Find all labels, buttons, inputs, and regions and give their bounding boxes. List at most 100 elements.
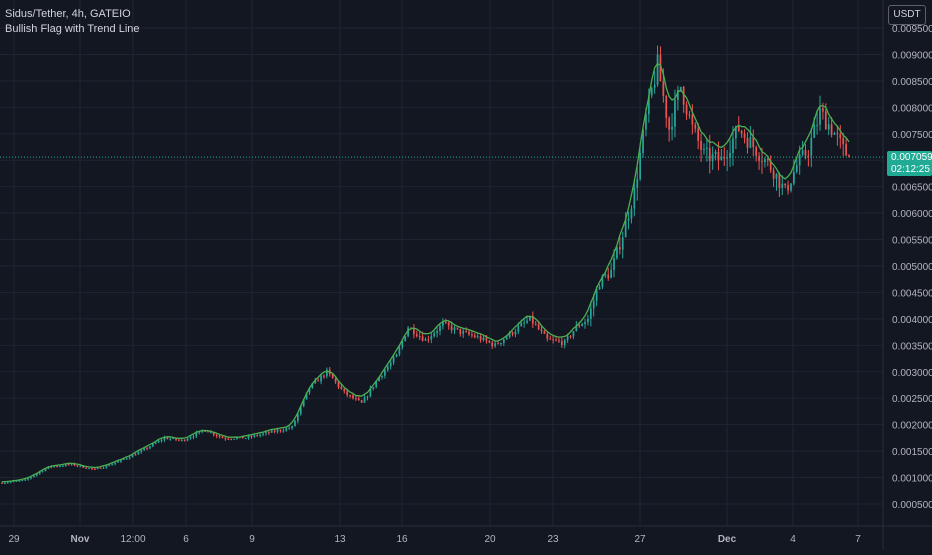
candle-body <box>44 468 47 472</box>
candle-body <box>827 124 830 130</box>
candle-body <box>772 170 775 179</box>
candle-body <box>421 336 424 341</box>
candle-body <box>212 432 215 435</box>
candle-body <box>433 333 436 337</box>
candle-body <box>526 320 528 323</box>
candle-body <box>192 436 195 438</box>
candle-body <box>839 134 842 139</box>
x-tick-label: 4 <box>790 534 796 545</box>
candle-body <box>581 323 584 327</box>
candle-body <box>587 318 589 323</box>
candle-body <box>73 463 76 466</box>
candle-body <box>633 187 636 209</box>
x-tick-label: 23 <box>547 534 559 545</box>
candle-body <box>24 479 27 481</box>
candle-body <box>363 397 366 403</box>
y-tick-label: 0.008000 <box>892 103 932 114</box>
candle-body <box>795 165 798 172</box>
candle-body <box>836 133 839 135</box>
trend-line <box>1 62 850 483</box>
candle-body <box>500 342 502 344</box>
candle-body <box>195 432 198 437</box>
candle-body <box>778 173 781 188</box>
candle-body <box>395 354 398 358</box>
candle-body <box>250 436 253 438</box>
candle-body <box>233 438 235 440</box>
candle-body <box>740 130 743 134</box>
candle-body <box>381 375 383 378</box>
candle-body <box>166 437 169 440</box>
candle-body <box>842 138 845 144</box>
candle-body <box>824 111 827 130</box>
candle-body <box>15 480 18 482</box>
y-tick-label: 0.005000 <box>892 262 932 273</box>
y-tick-label: 0.004500 <box>892 288 932 299</box>
candle-body <box>279 429 282 431</box>
candle-body <box>259 434 262 436</box>
candle-body <box>79 465 82 467</box>
candle-body <box>775 173 778 179</box>
candle-body <box>218 435 221 437</box>
candle-body <box>497 343 499 345</box>
candle-body <box>694 124 697 129</box>
candle-body <box>360 400 363 403</box>
candle-body <box>93 468 96 470</box>
candle-body <box>476 336 479 338</box>
candle-body <box>111 463 114 466</box>
candle-body <box>352 395 354 399</box>
candle-body <box>552 339 555 341</box>
candle-body <box>91 468 93 470</box>
currency-button[interactable]: USDT <box>888 5 926 25</box>
candle-body <box>369 388 372 397</box>
candle-body <box>314 380 317 384</box>
candle-body <box>285 428 288 431</box>
candle-body <box>244 438 247 440</box>
candle-body <box>131 454 134 458</box>
candle-body <box>256 435 259 437</box>
candle-body <box>453 327 456 331</box>
y-tick-label: 0.007500 <box>892 130 932 141</box>
candle-body <box>114 462 116 464</box>
candle-body <box>9 481 12 483</box>
candle-body <box>183 439 186 441</box>
candle-body <box>517 326 520 332</box>
candle-body <box>372 387 375 389</box>
candle-body <box>494 343 496 347</box>
candle-body <box>317 380 320 382</box>
bar-countdown: 02:12:25 <box>891 164 930 175</box>
x-tick-label: 20 <box>484 534 496 545</box>
y-tick-label: 0.006000 <box>892 209 932 220</box>
candle-body <box>117 461 119 463</box>
candle-body <box>404 336 407 342</box>
candle-body <box>262 433 264 435</box>
candle-body <box>189 437 192 439</box>
candle-body <box>331 374 334 379</box>
candle-body <box>491 342 494 347</box>
candle-body <box>401 341 404 348</box>
candle-body <box>723 157 726 159</box>
candle-body <box>529 315 531 321</box>
candle-body <box>578 325 581 327</box>
candle-body <box>848 155 850 158</box>
y-tick-label: 0.009500 <box>892 24 932 35</box>
candle-body <box>76 465 79 467</box>
candle-body <box>41 471 44 473</box>
candle-body <box>598 286 601 290</box>
candle-body <box>482 337 485 341</box>
candle-body <box>302 399 305 407</box>
candle-body <box>18 480 21 482</box>
candle-body <box>703 148 705 150</box>
candle-body <box>676 90 679 100</box>
candle-body <box>717 151 720 161</box>
candle-body <box>299 406 302 414</box>
candle-body <box>413 328 415 335</box>
candle-body <box>468 331 470 335</box>
candle-body <box>1 482 3 484</box>
candle-body <box>752 137 755 148</box>
candle-body <box>764 159 766 162</box>
candle-body <box>355 398 357 400</box>
candle-body <box>224 438 227 440</box>
candle-body <box>560 341 563 345</box>
